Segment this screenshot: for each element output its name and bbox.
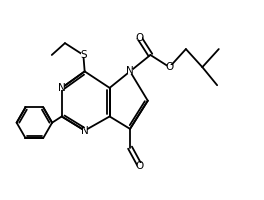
Bar bbox=[136, 35, 142, 40]
Bar bbox=[137, 163, 143, 168]
Text: S: S bbox=[80, 50, 87, 60]
Bar bbox=[82, 128, 87, 133]
Text: N: N bbox=[126, 66, 134, 76]
Bar bbox=[81, 53, 86, 57]
Text: O: O bbox=[135, 33, 143, 43]
Bar bbox=[127, 69, 133, 74]
Text: O: O bbox=[136, 161, 144, 171]
Text: N: N bbox=[81, 126, 88, 136]
Bar bbox=[167, 65, 172, 70]
Text: O: O bbox=[165, 62, 174, 72]
Text: N: N bbox=[58, 83, 65, 93]
Bar bbox=[59, 85, 64, 90]
